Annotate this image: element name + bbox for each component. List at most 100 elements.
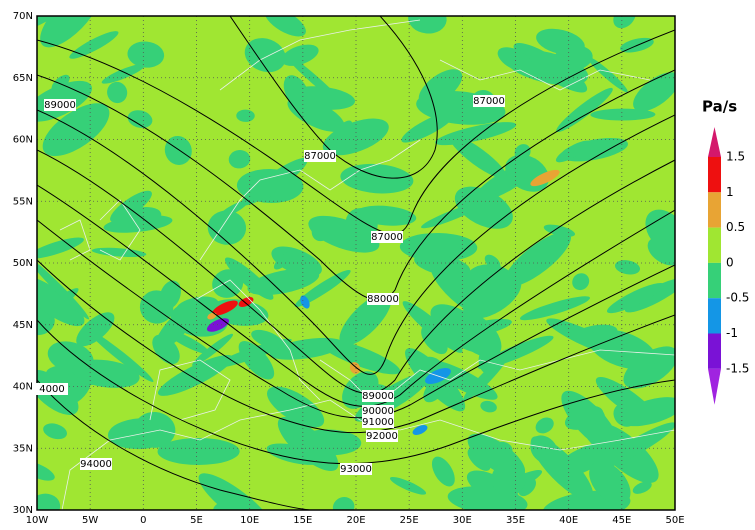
contour-label-bg (44, 99, 76, 111)
field-blob (606, 283, 665, 314)
contour-label-bg (340, 463, 372, 475)
y-tick-label: 60N (13, 135, 33, 146)
field-blob (133, 411, 176, 448)
field-blob (251, 329, 284, 349)
contour-label: 87000 (371, 232, 403, 243)
field-blob (624, 278, 675, 313)
y-tick-label: 30N (13, 505, 33, 516)
contour-label: 88000 (367, 294, 399, 305)
field-blob (37, 237, 84, 259)
field-blob (618, 397, 675, 427)
field-blob (164, 135, 192, 165)
x-tick-label: 20E (346, 515, 365, 526)
field-blob (572, 273, 590, 291)
field-extreme (212, 300, 238, 316)
contour-label-bg (367, 293, 399, 305)
colorbar-unit: Pa/s (702, 98, 737, 116)
field-blob (421, 325, 448, 355)
y-tick-label: 70N (13, 11, 33, 22)
field-blob (535, 417, 554, 434)
field-blob (339, 293, 392, 346)
field-blob (332, 497, 355, 510)
contour-line (37, 259, 675, 434)
field-blob (267, 386, 325, 428)
contour-label-bg (366, 430, 398, 442)
field-blob (37, 16, 61, 31)
field-blob (69, 31, 119, 59)
contour-line (37, 149, 675, 394)
contour-label-bg (362, 416, 394, 428)
contour-label-bg (304, 150, 336, 162)
colorbar-box (708, 157, 721, 193)
field-blob (43, 423, 67, 440)
contour-line (229, 16, 438, 179)
field-blob (647, 237, 675, 266)
contour-label-bg (36, 383, 68, 395)
contour-line (37, 184, 675, 407)
contour-label: 89000 (362, 391, 394, 402)
field-blob (598, 422, 675, 469)
colorbar-label: 0 (726, 255, 734, 269)
field-blob (421, 203, 481, 229)
colorbar-label: -1.5 (726, 361, 749, 375)
field-blob (588, 329, 657, 370)
colorbar-box (708, 298, 721, 334)
field-blob (236, 109, 255, 122)
x-tick-label: 5W (82, 515, 98, 526)
colorbar-label: 1 (726, 185, 734, 199)
contour-label: 89000 (44, 100, 76, 111)
field-blob (264, 16, 306, 37)
colorbar-box (708, 192, 721, 228)
contour-label: 87000 (473, 96, 505, 107)
field-blob (308, 215, 380, 253)
field-blob (449, 135, 507, 179)
field-blob (497, 47, 533, 72)
field-blob (157, 355, 233, 396)
x-tick-label: 50E (665, 515, 684, 526)
contour-label-bg (362, 405, 394, 417)
contour-line (37, 219, 675, 419)
map-frame (36, 15, 676, 511)
x-tick-label: 25E (400, 515, 419, 526)
colorbar-label: -1 (726, 326, 738, 340)
field-blob (207, 210, 247, 245)
field-extreme (207, 312, 217, 320)
field-blob (277, 416, 339, 472)
field-blob (402, 301, 463, 353)
field-blob (213, 501, 232, 510)
field-blob (587, 56, 628, 93)
field-blob (589, 461, 631, 505)
field-blob (555, 140, 591, 163)
y-tick-label: 40N (13, 382, 33, 393)
colorbar-cap (708, 127, 721, 157)
field-blob (76, 312, 115, 347)
contour-label: 94000 (80, 459, 112, 470)
field-blob (273, 251, 294, 270)
contour-label-bg (371, 231, 403, 243)
field-blob (399, 232, 478, 262)
field-blob (519, 296, 591, 321)
contour-line (37, 379, 311, 510)
field-extreme (530, 169, 560, 187)
field-blob (431, 456, 455, 487)
field-blob (107, 81, 128, 104)
field-blob (37, 257, 90, 320)
x-tick-label: 45E (612, 515, 631, 526)
field-blob (614, 260, 640, 275)
field-blob (556, 87, 613, 133)
contour-label: 93000 (340, 464, 372, 475)
field-blob (491, 461, 526, 496)
colorbar-cap (708, 368, 721, 405)
field-blob (238, 341, 275, 380)
field-blob (157, 437, 240, 465)
field-blob (504, 231, 571, 287)
field-blob (294, 269, 351, 308)
contour-label: 87000 (304, 151, 336, 162)
colorbar-label: 1.5 (726, 150, 745, 164)
field-blob (87, 329, 154, 383)
colorbar-label: -0.5 (726, 291, 749, 305)
contour-label: 92000 (366, 431, 398, 442)
field-blob (580, 418, 616, 456)
field-blob (198, 473, 274, 510)
